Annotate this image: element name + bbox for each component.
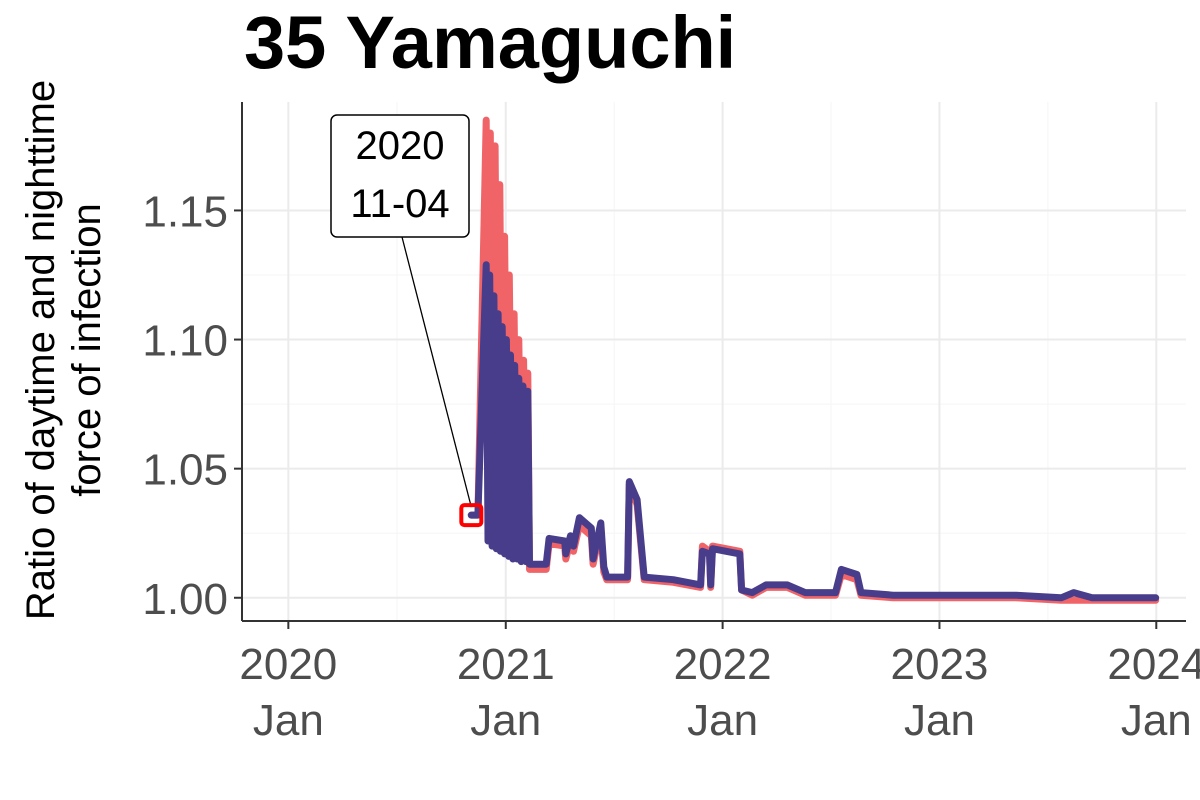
x-tick-label-month: Jan — [253, 696, 324, 745]
x-tick-label-year: 2024 — [1107, 640, 1200, 689]
annotation-label-line-1: 2020 — [356, 124, 445, 168]
x-tick-label-year: 2020 — [239, 640, 337, 689]
x-tick-label-month: Jan — [904, 696, 975, 745]
series-layer — [467, 116, 1160, 604]
series-line-2 — [467, 261, 1160, 602]
y-tick-label: 1.00 — [142, 575, 228, 624]
annotation-box — [330, 114, 470, 238]
annotation-leader-line — [401, 236, 472, 508]
y-tick-label: 1.05 — [142, 446, 228, 495]
y-tick-label: 1.10 — [142, 317, 228, 366]
x-tick-label-month: Jan — [470, 696, 541, 745]
annotation-layer: 2020 11-04 — [330, 114, 484, 528]
annotation-marker — [459, 503, 484, 528]
annotation-label-line-2: 11-04 — [350, 182, 449, 226]
axes-layer: 1.00 1.05 1.10 1.15 2020 Jan 2021 Jan 2022 Jan 202… — [142, 102, 1200, 745]
x-tick-label-year: 2021 — [457, 640, 555, 689]
y-tick-label: 1.15 — [142, 187, 228, 236]
x-tick-label-month: Jan — [1121, 696, 1192, 745]
x-tick-label-year: 2022 — [674, 640, 772, 689]
x-tick-label-year: 2023 — [891, 640, 989, 689]
chart-title: 35 Yamaguchi — [244, 1, 737, 84]
x-tick-label-month: Jan — [687, 696, 758, 745]
